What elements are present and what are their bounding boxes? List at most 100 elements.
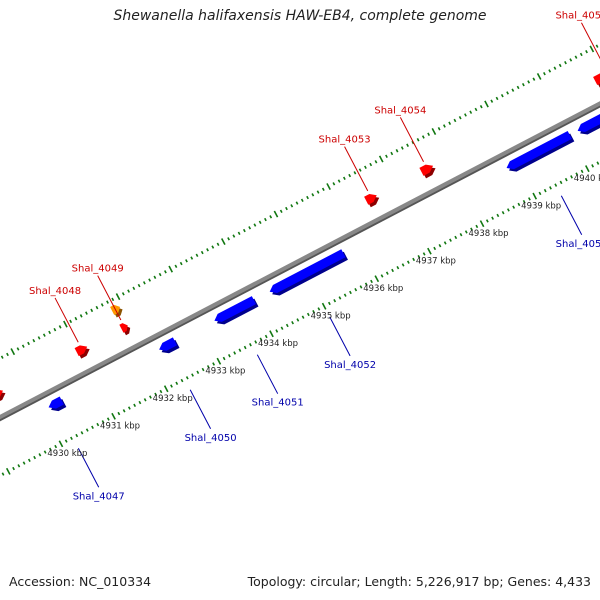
tick-mark xyxy=(422,252,426,256)
tick-mark xyxy=(411,140,415,145)
tick-mark xyxy=(306,312,310,317)
tick-mark xyxy=(474,107,478,112)
forward-gene-label: Shal_4048 xyxy=(29,286,81,297)
tick-mark xyxy=(191,373,194,377)
tick-mark xyxy=(117,411,121,416)
tick-mark xyxy=(12,466,15,471)
tick-mark xyxy=(506,91,509,95)
tick-mark xyxy=(164,270,167,274)
tick-mark xyxy=(33,455,37,460)
tick-mark xyxy=(291,321,294,325)
tick-mark xyxy=(295,201,299,205)
tick-mark xyxy=(58,325,62,329)
tick-mark xyxy=(574,55,578,59)
tick-mark xyxy=(64,439,68,443)
gene-body xyxy=(419,164,434,176)
tick-mark xyxy=(354,288,358,292)
kbp-label: 4939 kbp xyxy=(521,202,561,212)
tick-mark xyxy=(496,213,500,218)
tick-mark xyxy=(142,281,146,285)
tick-mark xyxy=(364,165,367,169)
tick-mark xyxy=(580,169,584,174)
tick-mark xyxy=(512,205,516,209)
tick-mark xyxy=(479,220,485,228)
reverse-gene-label-line xyxy=(256,354,279,394)
reverse-gene-label-line xyxy=(329,316,351,357)
tick-mark xyxy=(585,165,590,173)
tick-mark xyxy=(275,329,279,333)
tick-mark xyxy=(378,155,384,163)
tick-mark xyxy=(175,381,179,385)
tick-mark xyxy=(154,392,158,396)
tick-mark xyxy=(27,341,30,346)
tick-mark xyxy=(243,345,247,350)
tick-mark xyxy=(153,275,157,280)
tick-mark xyxy=(16,347,20,351)
tick-mark xyxy=(400,146,404,150)
tick-mark xyxy=(17,464,21,468)
gene-body xyxy=(214,296,256,322)
gene-body xyxy=(74,345,88,357)
tick-mark xyxy=(111,412,116,420)
tick-mark xyxy=(211,245,215,249)
kbp-label: 4931 kbp xyxy=(100,422,140,432)
tick-mark xyxy=(437,127,441,131)
forward-gene xyxy=(364,193,380,208)
tick-mark xyxy=(549,186,552,190)
tick-mark xyxy=(479,105,483,109)
gene-body xyxy=(48,396,64,409)
tick-mark xyxy=(6,352,9,357)
tick-mark xyxy=(264,334,268,339)
tick-mark xyxy=(333,299,337,303)
topology-text: Topology: circular; Length: 5,226,917 bp… xyxy=(247,574,591,589)
tick-mark xyxy=(63,320,68,328)
tick-mark xyxy=(433,246,437,251)
tick-mark xyxy=(96,422,100,427)
tick-mark xyxy=(374,275,380,283)
tick-mark xyxy=(10,348,16,356)
tick-mark xyxy=(285,323,289,328)
tick-mark xyxy=(416,138,420,142)
tick-mark xyxy=(585,49,588,54)
gene-shadow xyxy=(0,392,6,402)
tick-mark xyxy=(528,197,531,201)
genome-backbone xyxy=(0,101,600,422)
tick-mark xyxy=(328,301,331,306)
tick-mark xyxy=(553,66,557,70)
tick-mark xyxy=(359,285,363,289)
tick-mark xyxy=(569,58,573,62)
forward-gene-label-line xyxy=(54,297,79,343)
tick-mark xyxy=(111,297,115,302)
tick-mark xyxy=(349,290,352,295)
forward-gene xyxy=(0,390,6,402)
tick-mark xyxy=(75,433,79,438)
tick-mark xyxy=(269,215,273,219)
tick-mark xyxy=(200,250,204,255)
tick-mark xyxy=(159,389,163,394)
tick-mark xyxy=(527,80,531,84)
gene-body xyxy=(577,114,600,133)
tick-mark xyxy=(190,256,194,260)
tick-marks xyxy=(0,44,600,476)
kbp-label: 4930 kbp xyxy=(47,449,87,459)
tick-mark xyxy=(469,110,473,114)
forward-gene-label-line xyxy=(344,146,369,192)
tick-mark xyxy=(396,265,400,270)
forward-gene-label: Shal_4054 xyxy=(374,105,426,116)
tick-mark xyxy=(143,398,147,402)
tick-mark xyxy=(195,253,199,258)
tick-mark xyxy=(43,450,47,454)
tick-mark xyxy=(22,461,26,465)
tick-mark xyxy=(589,45,595,53)
tick-mark xyxy=(564,177,568,182)
tick-mark xyxy=(227,354,231,358)
tick-mark xyxy=(27,458,31,463)
gene-body xyxy=(110,304,121,315)
tick-mark xyxy=(85,428,89,432)
gene-body xyxy=(593,73,600,86)
tick-mark xyxy=(370,279,373,284)
tick-mark xyxy=(301,315,305,319)
tick-mark xyxy=(348,173,352,178)
tick-mark xyxy=(575,172,579,176)
tick-mark xyxy=(138,400,142,405)
